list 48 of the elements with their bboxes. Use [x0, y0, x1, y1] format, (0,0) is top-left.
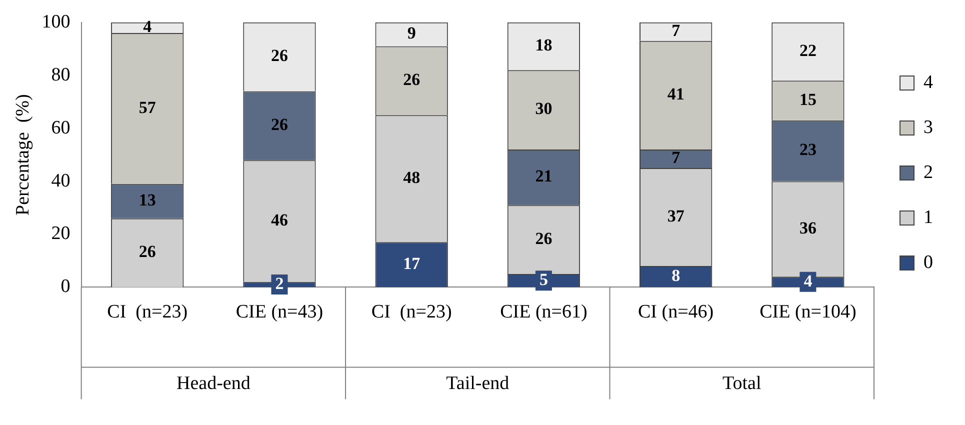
data-label: 13 — [138, 190, 156, 210]
x-tick-label: CIE (n=61) — [500, 302, 588, 323]
legend-label: 1 — [924, 206, 933, 228]
x-tick-label: CI (n=46) — [638, 302, 714, 323]
y-tick-label: 0 — [60, 276, 70, 298]
data-label: 26 — [138, 242, 156, 262]
data-label: 26 — [403, 70, 420, 90]
y-tick-label: 20 — [51, 223, 70, 244]
data-label: 9 — [407, 24, 416, 43]
legend-label: 4 — [924, 72, 934, 93]
x-tick-label: CIE (n=104) — [760, 302, 856, 323]
data-label: 30 — [535, 99, 552, 118]
data-label: 37 — [667, 206, 685, 226]
y-tick-label: 40 — [51, 170, 70, 192]
legend-label: 0 — [924, 252, 933, 273]
data-label: 2 — [275, 274, 284, 293]
x-tick-label: CIE (n=43) — [236, 302, 324, 323]
text: Tail-end — [446, 373, 510, 394]
legend-label: 2 — [924, 162, 933, 183]
data-label: 18 — [535, 36, 552, 55]
x-tick-label: CI (n=23) — [371, 302, 452, 323]
y-tick-label: 100 — [42, 11, 70, 32]
data-label: 7 — [672, 148, 681, 168]
data-label: 26 — [270, 115, 288, 134]
data-label: 5 — [539, 270, 548, 289]
data-label: 8 — [672, 266, 680, 285]
data-label: 26 — [535, 228, 552, 248]
data-label: 4 — [804, 271, 813, 290]
data-label: 48 — [403, 168, 420, 188]
data-label: 41 — [667, 84, 684, 104]
data-label: 26 — [270, 46, 288, 66]
y-axis-title: Percentage (%) — [12, 94, 34, 216]
data-label: 23 — [799, 140, 816, 160]
data-label: 7 — [672, 21, 681, 40]
data-label: 17 — [403, 254, 421, 274]
y-tick-label: 80 — [51, 64, 70, 86]
data-label: 22 — [799, 40, 816, 60]
data-label: 15 — [799, 90, 816, 109]
data-label: 46 — [270, 210, 288, 230]
legend-label: 3 — [924, 116, 933, 138]
data-label: 4 — [143, 17, 152, 36]
data-label: 36 — [799, 218, 816, 238]
data-label: 21 — [535, 166, 552, 186]
text: Head-end — [176, 373, 251, 394]
y-tick-label: 60 — [51, 117, 70, 138]
data-label: 57 — [138, 98, 156, 117]
text: Total — [722, 373, 762, 394]
x-tick-label: CI (n=23) — [107, 302, 188, 323]
